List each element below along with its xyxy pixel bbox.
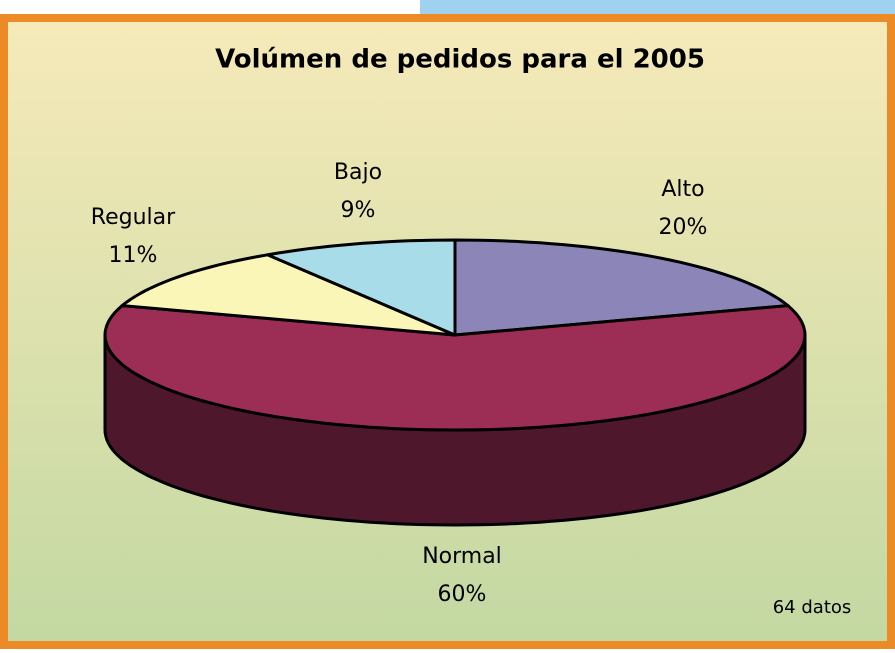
pie-slice [120, 253, 457, 337]
top-strip [420, 0, 895, 14]
pie-labels: Alto 20% Normal 60% Regular 11% Bajo 9% [91, 160, 708, 607]
slice-value-label: 11% [109, 243, 158, 268]
slice-value-label: 20% [659, 215, 708, 240]
slice-category-label: Normal [422, 544, 502, 569]
pie-slice [266, 238, 457, 337]
slice-category-label: Alto [661, 177, 704, 202]
annotation: 64 datos [773, 597, 852, 618]
pie-tops [103, 238, 807, 432]
chart-title: Volúmen de pedidos para el 2005 [215, 45, 705, 75]
pie-slice [453, 238, 790, 337]
pie-slice [103, 304, 807, 432]
slice-category-label: Regular [91, 205, 176, 230]
slice-value-label: 9% [341, 198, 376, 223]
slice-value-label: 60% [438, 582, 487, 607]
slice-category-label: Bajo [334, 160, 382, 185]
